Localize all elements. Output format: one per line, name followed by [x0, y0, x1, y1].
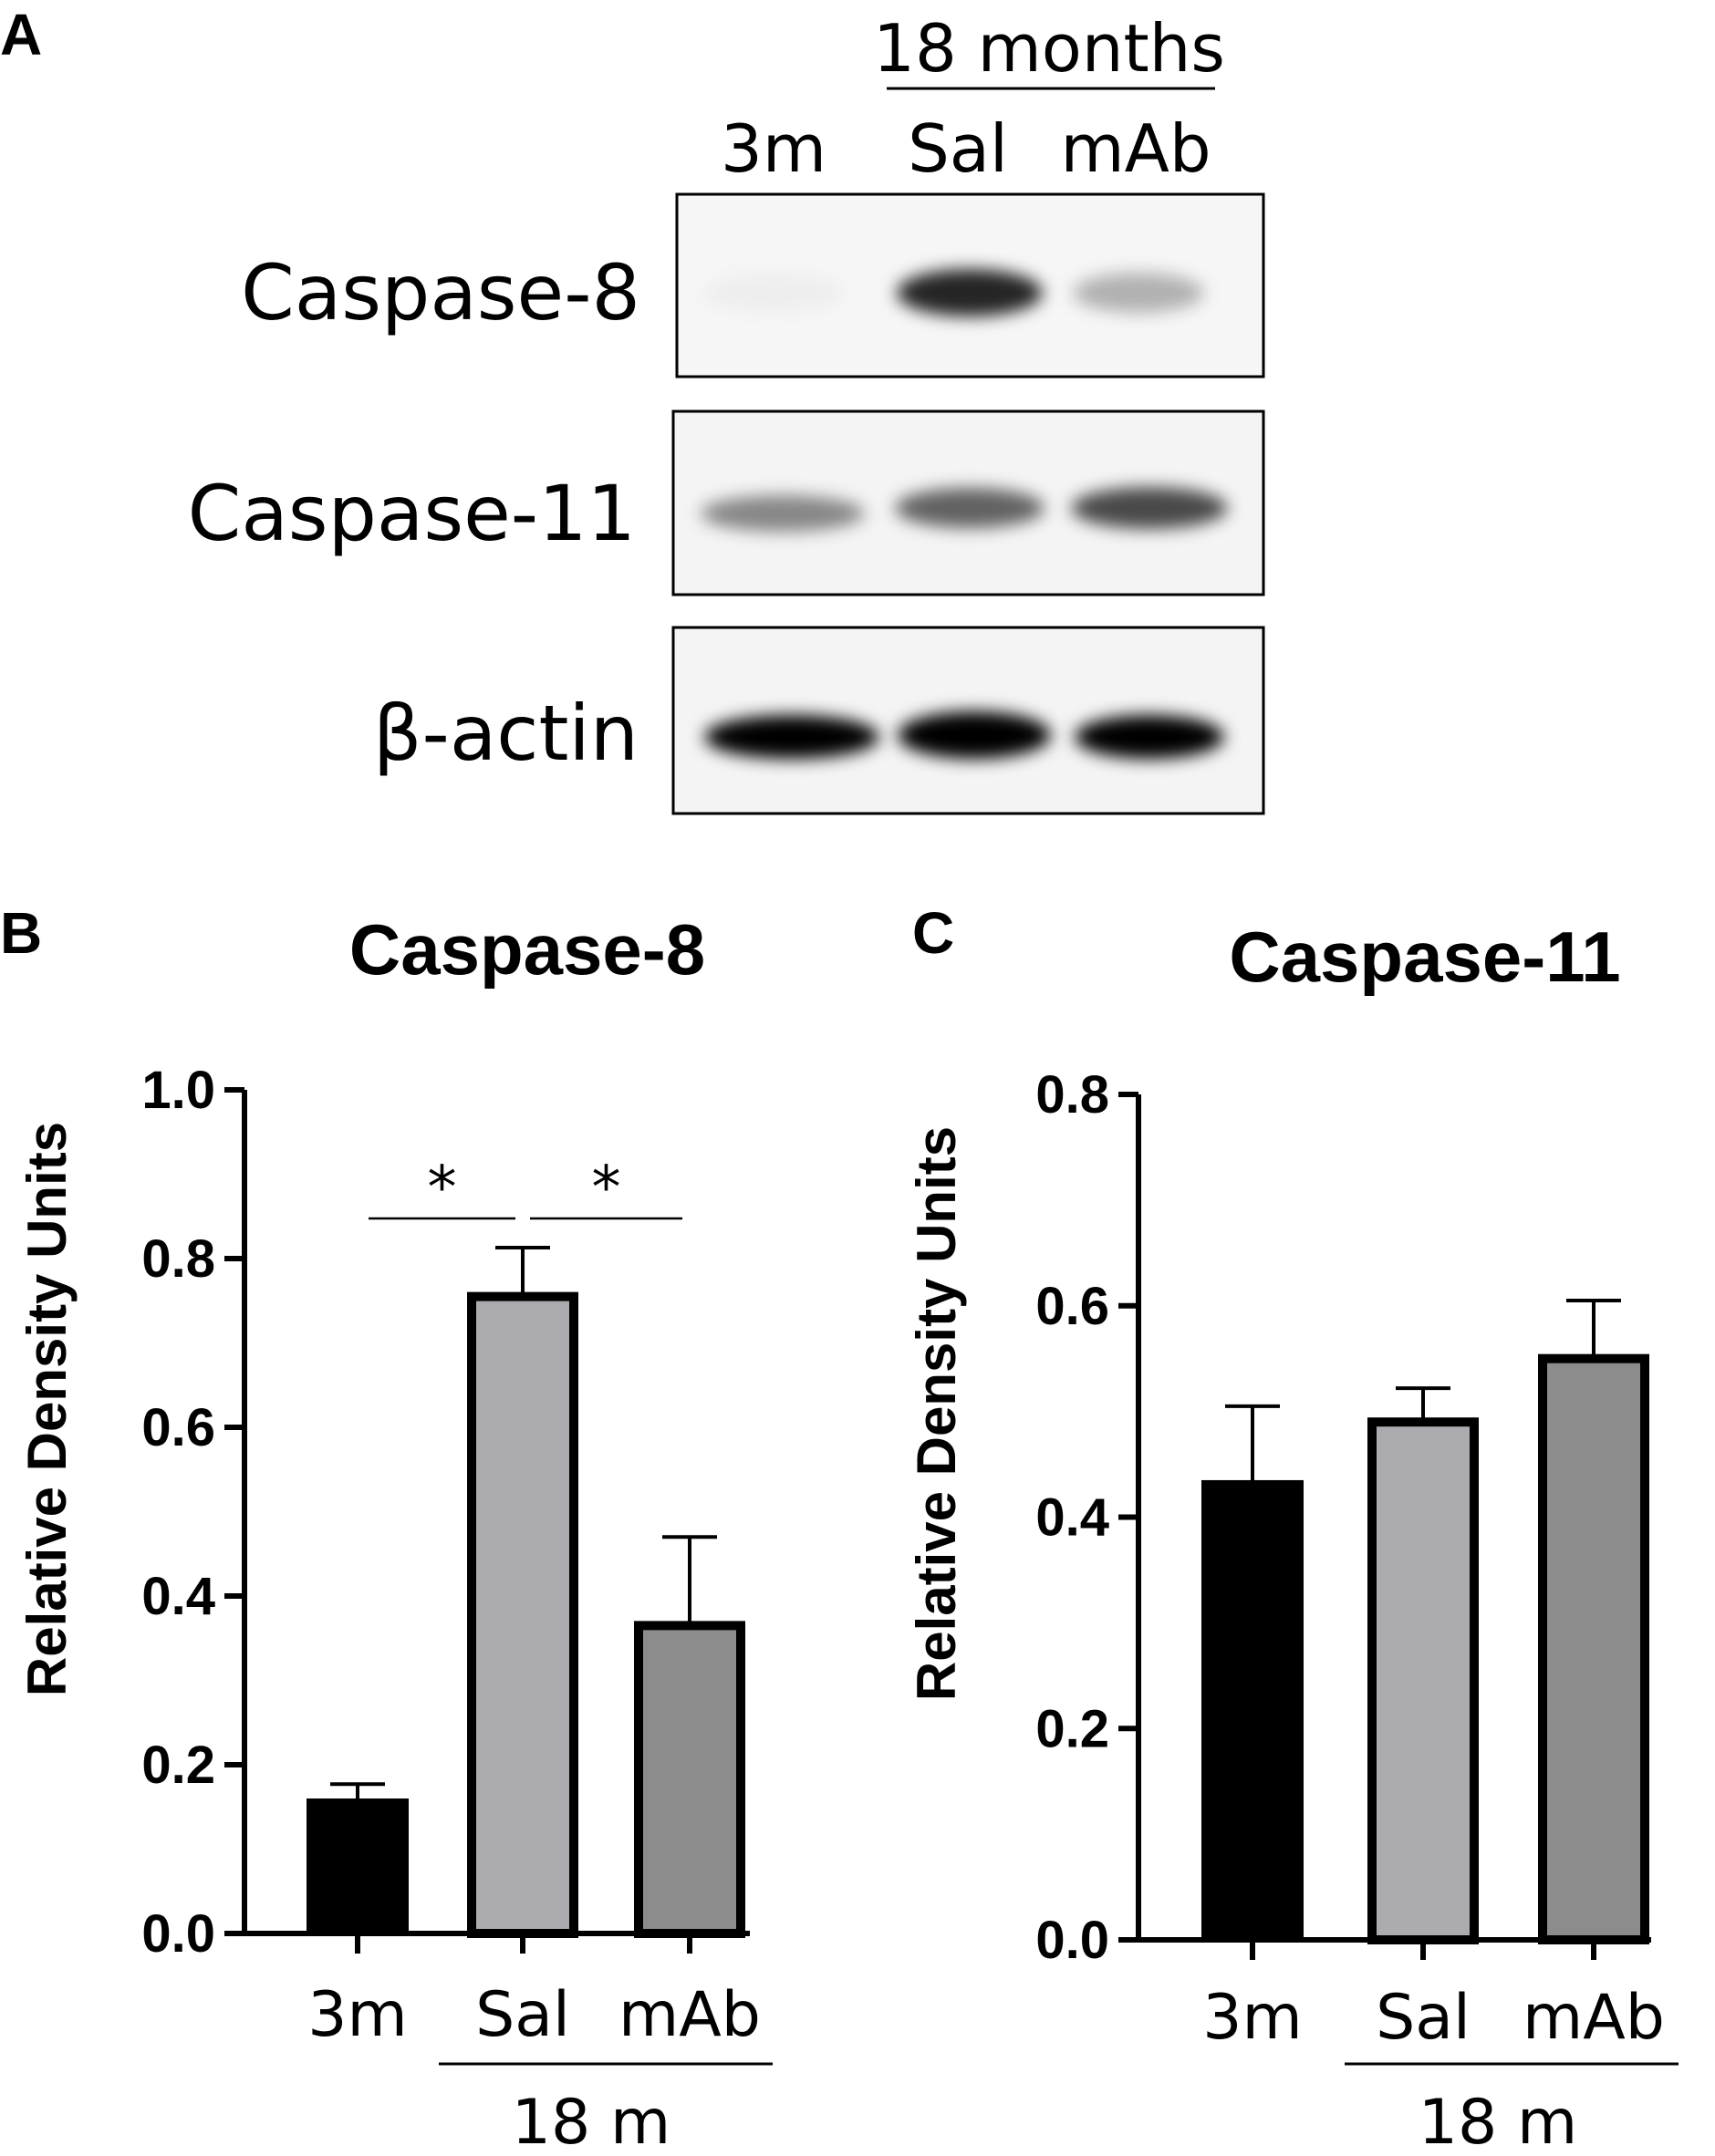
- band-caspase-11-3m: [701, 495, 865, 532]
- y-axis-label: Relative Density Units: [906, 1126, 967, 1701]
- blot-beta-actin: β-actin: [373, 626, 1265, 815]
- y-tick-label: 0.2: [1035, 1699, 1109, 1758]
- blot-label-caspase-8: Caspase-8: [241, 248, 640, 337]
- significance-marker: *: [592, 1155, 621, 1222]
- significance-marker: *: [428, 1155, 457, 1222]
- blot-caspase-11: Caspase-11: [188, 409, 1265, 596]
- bar-mab: [1538, 1353, 1649, 1944]
- bar-3m: [307, 1798, 409, 1933]
- panel-b-letter: B: [0, 900, 42, 966]
- band-beta-actin-sal: [898, 711, 1051, 759]
- y-tick-label: 0.4: [1035, 1488, 1109, 1548]
- bar-mab: [634, 1621, 745, 1938]
- y-tick-label: 1.0: [141, 1061, 215, 1120]
- group-label: 18 m: [1419, 2087, 1577, 2156]
- lane-header: 18 months 3m Sal mAb: [721, 10, 1225, 187]
- category-label-mab: mAb: [1523, 1982, 1665, 2054]
- y-tick-label: 0.6: [141, 1398, 215, 1457]
- blot-label-beta-actin: β-actin: [373, 689, 639, 778]
- band-beta-actin-3m: [704, 715, 879, 759]
- panel-c-letter: C: [912, 900, 954, 966]
- band-caspase-11-mab: [1071, 487, 1228, 529]
- y-tick-label: 0.8: [1035, 1065, 1109, 1125]
- band-caspase-8-sal: [897, 269, 1043, 316]
- lane-label-3m: 3m: [721, 110, 826, 187]
- y-axis-label: Relative Density Units: [16, 1122, 78, 1696]
- group-label: 18 m: [512, 2087, 670, 2156]
- y-tick-label: 0.2: [141, 1736, 215, 1795]
- y-tick-label: 0.6: [1035, 1277, 1109, 1336]
- blot-label-caspase-11: Caspase-11: [188, 469, 636, 558]
- chart-title: Caspase-8: [349, 909, 705, 990]
- band-caspase-8-3m: [702, 273, 845, 313]
- y-tick-label: 0.4: [141, 1567, 215, 1626]
- band-caspase-11-sal: [895, 488, 1045, 528]
- band-beta-actin-mab: [1075, 715, 1224, 759]
- panel-a-letter: A: [0, 2, 42, 67]
- group-label-18-months: 18 months: [873, 10, 1225, 87]
- chart-caspase-11: Caspase-11 Relative Density Units 0.0 0.2…: [906, 917, 1679, 2156]
- band-caspase-8-mab: [1073, 273, 1204, 313]
- lane-label-sal: Sal: [908, 110, 1008, 187]
- bar-sal: [467, 1291, 578, 1938]
- bar-3m: [1201, 1479, 1304, 1940]
- y-tick-label: 0.0: [1035, 1911, 1109, 1970]
- chart-caspase-8: Caspase-8 Relative Density Units 0.0 0.2 0…: [16, 909, 773, 2156]
- lane-label-mab: mAb: [1060, 110, 1211, 187]
- y-tick-label: 0.0: [141, 1904, 215, 1964]
- category-label-3m: 3m: [1202, 1982, 1303, 2054]
- bar-sal: [1367, 1417, 1479, 1944]
- category-label-sal: Sal: [475, 1979, 570, 2051]
- category-label-3m: 3m: [307, 1979, 408, 2051]
- category-label-sal: Sal: [1376, 1982, 1471, 2054]
- y-tick-label: 0.8: [141, 1229, 215, 1289]
- chart-title: Caspase-11: [1229, 917, 1620, 997]
- blot-caspase-8: Caspase-8: [241, 192, 1265, 378]
- category-label-mab: mAb: [618, 1979, 761, 2051]
